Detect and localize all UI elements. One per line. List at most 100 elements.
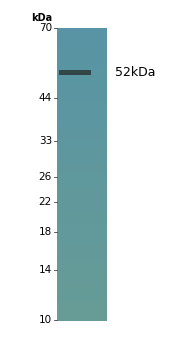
Text: 22: 22 [39,197,52,207]
Bar [57,311,107,315]
Bar [57,130,107,133]
Bar [57,177,107,180]
Bar [57,45,107,49]
Bar [57,285,107,288]
Bar [57,139,107,142]
Bar [57,34,107,37]
Bar [57,78,107,81]
Bar [57,218,107,221]
Bar [57,54,107,58]
Text: 10: 10 [39,315,52,325]
Bar [57,81,107,84]
Bar [57,259,107,262]
Bar [57,279,107,282]
Bar [57,145,107,148]
Bar [57,113,107,116]
Bar [57,101,107,104]
Bar [57,60,107,64]
Bar [57,92,107,96]
Bar [57,197,107,201]
Bar [57,186,107,189]
Bar [57,89,107,93]
Bar [57,151,107,154]
Bar [57,305,107,309]
Bar [57,156,107,160]
Bar [57,297,107,300]
Bar [57,37,107,40]
Bar [57,317,107,320]
Text: 44: 44 [39,93,52,103]
Bar [57,168,107,172]
Bar [57,180,107,183]
Bar [57,203,107,207]
Bar [57,121,107,125]
Bar [57,28,107,31]
Bar [57,51,107,55]
Bar [57,72,107,75]
Bar [57,212,107,215]
Bar [57,42,107,46]
Bar [57,250,107,253]
Bar [57,282,107,285]
Bar [57,191,107,195]
Bar [57,314,107,317]
Text: 26: 26 [39,172,52,182]
Bar [57,148,107,151]
Bar [57,303,107,306]
Bar [59,70,92,75]
Bar [57,171,107,175]
Bar [57,244,107,247]
Bar [57,110,107,113]
Bar [57,136,107,140]
Bar [57,133,107,136]
Bar [57,84,107,87]
Bar [57,238,107,242]
Bar [57,235,107,239]
Bar [57,162,107,166]
Bar [57,224,107,227]
Text: 18: 18 [39,227,52,237]
Bar [57,95,107,99]
Bar [57,40,107,43]
Bar [57,189,107,192]
Bar [57,98,107,101]
Bar [57,265,107,268]
Bar [57,206,107,210]
Bar [57,104,107,108]
Bar [57,116,107,119]
Text: 52kDa: 52kDa [115,66,155,79]
Bar [57,215,107,218]
Bar [57,209,107,212]
Bar [57,127,107,131]
Text: 33: 33 [39,136,52,146]
Bar [57,154,107,157]
Bar [57,124,107,128]
Bar [57,49,107,52]
Bar [57,66,107,69]
Bar [57,273,107,277]
Bar [57,200,107,204]
Bar [57,300,107,303]
Bar [57,294,107,297]
Bar [57,119,107,122]
Bar [57,107,107,110]
Bar [57,247,107,250]
Bar [57,183,107,186]
Bar [57,159,107,163]
Bar [57,31,107,34]
Bar [57,165,107,168]
Bar [57,276,107,280]
Bar [57,268,107,271]
Text: 14: 14 [39,265,52,275]
Text: 70: 70 [39,23,52,33]
Text: kDa: kDa [31,13,52,23]
Bar [57,86,107,90]
Bar [57,288,107,291]
Bar [57,233,107,236]
Bar [57,57,107,61]
Bar [57,241,107,245]
Bar [57,221,107,224]
Bar [57,226,107,230]
Bar [57,308,107,312]
Bar [57,194,107,198]
